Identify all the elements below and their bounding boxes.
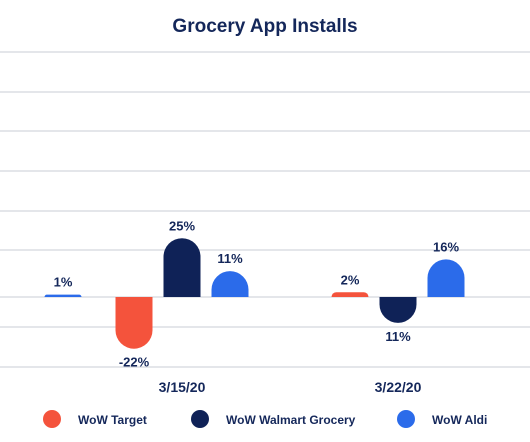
legend-item-wow-walmart-grocery[interactable]: WoW Walmart Grocery: [191, 410, 356, 428]
data-label: 11%: [217, 251, 243, 266]
legend-label: WoW Target: [78, 413, 147, 427]
x-tick-labels: 3/15/20 3/22/20: [159, 379, 422, 395]
bars-layer: [44, 238, 465, 349]
bar-wow-aldi-3-15-20: [211, 271, 249, 297]
grid-lines: [0, 51, 530, 368]
bar-wow-aldi-prev: [44, 294, 82, 297]
legend-swatch: [191, 410, 209, 428]
legend-swatch: [397, 410, 415, 428]
bar-wow-target-3-15-20: [115, 297, 153, 349]
bar-wow-aldi-3-22-20: [427, 259, 465, 297]
legend-swatch: [43, 410, 61, 428]
chart-title: Grocery App Installs: [172, 16, 357, 37]
data-labels-layer: -22% 2% 25% 11% 1% 11% 16%: [54, 218, 460, 369]
legend-label: WoW Aldi: [432, 413, 487, 427]
x-tick-label: 3/15/20: [159, 379, 206, 395]
data-label: 1%: [54, 275, 73, 290]
data-label: -22%: [119, 355, 150, 370]
legend: WoW Target WoW Walmart Grocery WoW Aldi: [43, 410, 487, 428]
data-label: 25%: [169, 218, 195, 233]
data-label: 16%: [433, 239, 459, 254]
legend-item-wow-aldi[interactable]: WoW Aldi: [397, 410, 487, 428]
bar-wow-walmart-grocery-3-22-20: [379, 297, 417, 323]
legend-label: WoW Walmart Grocery: [226, 413, 356, 427]
bar-wow-target-3-22-20: [331, 292, 369, 297]
x-tick-label: 3/22/20: [375, 379, 422, 395]
legend-item-wow-target[interactable]: WoW Target: [43, 410, 147, 428]
data-label: 11%: [385, 329, 411, 344]
bar-wow-walmart-grocery-3-15-20: [163, 238, 201, 297]
data-label: 2%: [341, 272, 360, 287]
